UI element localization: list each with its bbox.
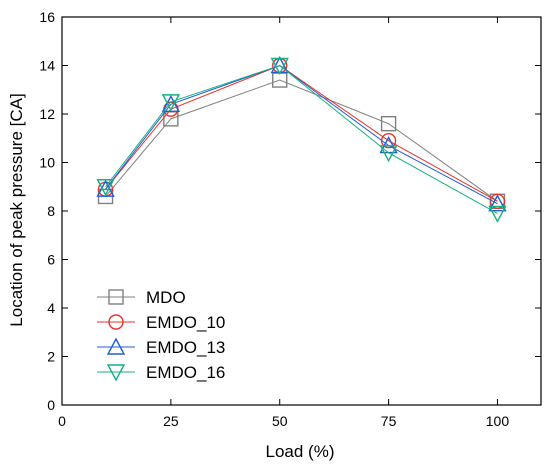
data-point-emdo-16 — [96, 179, 115, 197]
legend-marker — [108, 314, 124, 330]
legend-marker — [108, 289, 124, 305]
series-line-emdo-13 — [105, 64, 498, 205]
legend-marker — [106, 364, 126, 382]
legend-label: MDO — [146, 288, 186, 307]
data-point-emdo-16 — [270, 57, 289, 75]
y-tick-label: 6 — [47, 252, 55, 268]
x-tick-label: 100 — [486, 413, 510, 429]
x-axis-title: Load (%) — [266, 442, 335, 461]
series-mdo — [97, 72, 506, 210]
legend-item-emdo-10: EMDO_10 — [97, 313, 225, 332]
x-tick-label: 75 — [381, 413, 397, 429]
y-tick-label: 4 — [47, 300, 55, 316]
series-line-mdo — [105, 79, 498, 202]
y-tick-label: 8 — [47, 203, 55, 219]
series-line-emdo-16 — [105, 64, 498, 214]
y-tick-label: 16 — [39, 9, 55, 25]
legend-item-mdo: MDO — [97, 288, 186, 307]
y-tick-label: 0 — [47, 397, 55, 413]
legend-item-emdo-13: EMDO_13 — [97, 337, 225, 357]
legend-label: EMDO_16 — [146, 363, 225, 382]
data-point-emdo-13 — [488, 194, 507, 212]
x-tick-label: 25 — [163, 413, 179, 429]
data-point-emdo-16 — [161, 94, 181, 112]
series-layer — [96, 56, 507, 223]
y-axis-title: Location of peak pressure [CA] — [7, 93, 26, 326]
data-point-emdo-16 — [488, 205, 507, 223]
y-tick-label: 12 — [39, 106, 55, 122]
data-point-emdo-16 — [379, 145, 398, 163]
legend-label: EMDO_10 — [146, 313, 225, 332]
legend-label: EMDO_13 — [146, 338, 225, 357]
y-tick-label: 10 — [39, 155, 55, 171]
axes: 0 25 50 75 100 0 2 4 6 8 10 12 14 16 — [39, 9, 542, 429]
x-tick-label: 0 — [58, 413, 66, 429]
data-point-mdo — [380, 115, 397, 132]
series-emdo-16 — [96, 57, 507, 223]
y-tick-label: 2 — [47, 349, 55, 365]
legend: MDO EMDO_10 EMDO_13 EMDO_16 — [97, 288, 225, 382]
x-tick-label: 50 — [272, 413, 288, 429]
legend-marker — [106, 337, 126, 355]
legend-item-emdo-16: EMDO_16 — [97, 363, 225, 382]
y-tick-label: 14 — [39, 58, 55, 74]
